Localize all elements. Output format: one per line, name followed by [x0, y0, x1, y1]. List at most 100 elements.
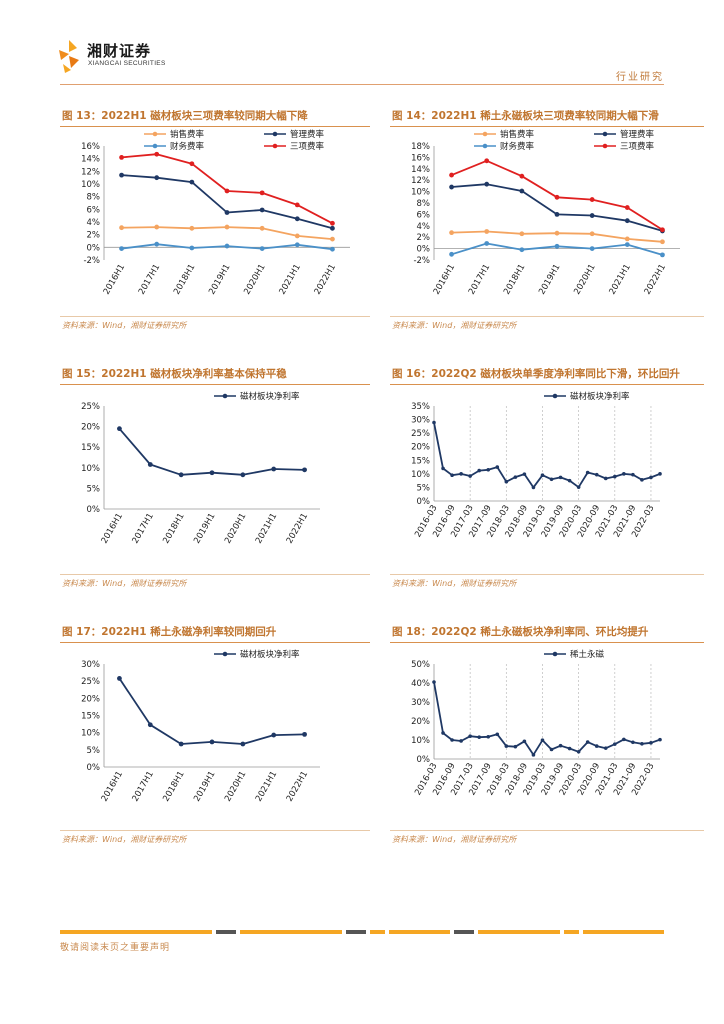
- data-point: [178, 741, 184, 747]
- y-tick-label: 2%: [417, 233, 431, 243]
- data-point: [259, 225, 265, 231]
- figure-16-source-rule: [390, 574, 704, 575]
- series-line-1: [121, 174, 333, 230]
- data-point: [624, 236, 630, 242]
- figure-17-source-rule: [60, 830, 370, 831]
- y-tick-label: 10%: [81, 729, 100, 739]
- data-point: [178, 472, 184, 478]
- x-tick-label: 2019H1: [192, 512, 217, 546]
- x-tick-label: 2022H1: [285, 770, 310, 804]
- y-tick-label: 14%: [81, 155, 100, 165]
- data-point: [189, 161, 195, 167]
- data-point: [660, 227, 665, 233]
- x-tick-label: 2022H1: [643, 263, 668, 297]
- chart-1-svg: -2%0% 2%4% 6%8%10% 12%14% 16%18% 2016H1 2017H1…: [411, 129, 680, 297]
- data-point: [449, 184, 454, 190]
- data-point: [658, 472, 662, 476]
- data-point: [504, 479, 509, 484]
- chart-5-svg: 0%10%20%30%40%50%2016-032016-092017-0320…: [411, 649, 662, 797]
- legend-label-0: 稀土永磁: [570, 649, 605, 660]
- data-point: [576, 485, 581, 489]
- data-point: [259, 246, 265, 251]
- y-tick-label: 20%: [81, 423, 100, 433]
- figure-13-chart: -2% 0% 2% 4% 6% 8% 10% 12% 14% 16% 2016H1 2017H1 201…: [60, 128, 370, 308]
- x-tick-label: 2020H1: [242, 263, 267, 297]
- x-tick-label: 2020H1: [572, 263, 597, 297]
- legend-marker-0: [482, 131, 488, 137]
- data-point: [330, 246, 335, 252]
- legend-marker-3: [272, 143, 278, 149]
- data-point: [209, 739, 215, 745]
- data-point: [531, 485, 536, 490]
- y-tick-label: 15%: [81, 712, 100, 722]
- x-tick-label: 2021H1: [254, 512, 279, 546]
- data-point: [147, 722, 153, 728]
- y-tick-label: 20%: [81, 694, 100, 704]
- y-tick-label: 16%: [81, 142, 100, 152]
- x-tick-label: 2020H1: [223, 512, 248, 546]
- y-tick-label: 0%: [87, 505, 101, 515]
- data-point: [432, 420, 436, 425]
- data-point: [589, 246, 595, 251]
- data-point: [554, 230, 560, 236]
- data-point: [117, 676, 122, 681]
- y-tick-label: 20%: [411, 717, 430, 727]
- figure-13-title: 图 13：2022H1 磁材板块三项费率较同期大幅下降: [62, 110, 308, 122]
- data-point: [576, 749, 581, 754]
- figure-17-source: 资料来源：Wind，湘财证券研究所: [62, 835, 187, 844]
- data-point: [302, 467, 307, 473]
- data-point: [558, 475, 563, 480]
- data-point: [484, 181, 490, 187]
- x-tick-label: 2021H1: [254, 770, 279, 804]
- figure-15-source: 资料来源：Wind，湘财证券研究所: [62, 579, 187, 588]
- data-point: [441, 731, 445, 735]
- figure-15-rule: [60, 384, 370, 385]
- x-tick-label: 2017H1: [467, 263, 492, 297]
- y-tick-label: 5%: [87, 484, 101, 494]
- data-point: [459, 472, 463, 476]
- logo-mark-icon: [59, 40, 79, 73]
- legend-marker-0: [552, 651, 558, 657]
- y-tick-label: 25%: [81, 402, 100, 412]
- legend-label-3: 三项费率: [290, 141, 325, 152]
- x-tick-label: 2018H1: [502, 263, 527, 297]
- data-point: [594, 472, 599, 477]
- legend-label-1: 管理费率: [290, 129, 325, 140]
- y-tick-label: 10%: [411, 470, 430, 480]
- data-point: [147, 462, 153, 467]
- data-point: [294, 216, 300, 222]
- data-point: [302, 731, 307, 737]
- x-tick-label: 2016H1: [102, 263, 127, 297]
- y-tick-label: 12%: [411, 176, 430, 186]
- data-point: [119, 155, 124, 160]
- y-tick-label: 10%: [81, 464, 100, 474]
- figure-14-source: 资料来源：Wind，湘财证券研究所: [392, 321, 517, 330]
- legend-label-0: 销售费率: [500, 129, 535, 140]
- data-point: [589, 231, 595, 237]
- data-point: [540, 738, 545, 742]
- figure-15-chart: 0% 5% 10% 15% 20% 25% 2016H1 2017H1 2018H1 2019H1…: [60, 386, 370, 561]
- data-point: [224, 210, 230, 215]
- y-tick-label: 2%: [87, 231, 101, 241]
- data-point: [259, 207, 265, 213]
- data-point: [450, 473, 454, 478]
- data-point: [513, 475, 518, 479]
- data-point: [240, 472, 246, 478]
- y-tick-label: 0%: [87, 243, 101, 253]
- figure-14-source-rule: [390, 316, 704, 317]
- x-tick-label: 2018H1: [161, 512, 186, 546]
- y-tick-label: 15%: [81, 443, 100, 453]
- data-point: [519, 173, 525, 179]
- data-point: [330, 220, 335, 226]
- y-tick-label: 12%: [81, 167, 100, 177]
- company-name: 湘财证券: [87, 42, 152, 60]
- data-point: [468, 734, 472, 738]
- x-tick-label: 2019H1: [207, 263, 232, 297]
- data-point: [649, 475, 653, 480]
- data-point: [484, 241, 490, 246]
- data-point: [119, 172, 124, 178]
- data-point: [240, 741, 246, 747]
- legend-marker-0: [552, 393, 558, 399]
- section-label: 行业研究: [616, 72, 664, 83]
- data-point: [531, 753, 536, 757]
